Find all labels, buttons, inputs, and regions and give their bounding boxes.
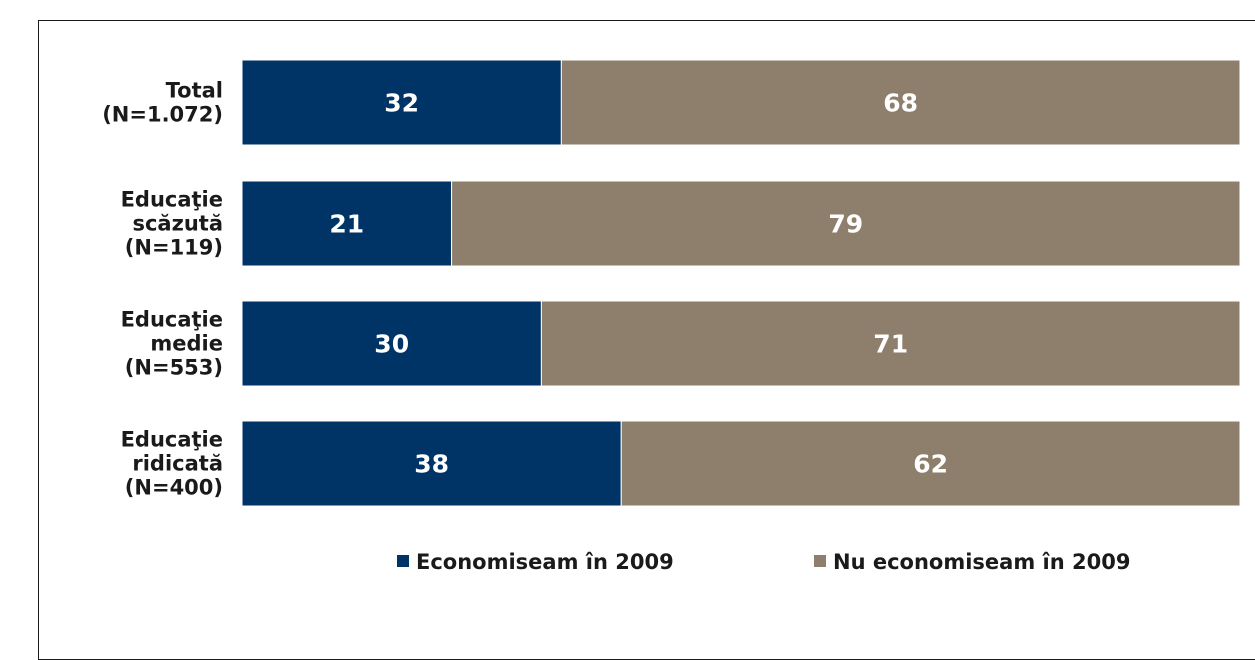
- legend-label-1: Nu economiseam în 2009: [833, 550, 1130, 574]
- legend: Economiseam în 2009 Nu economiseam în 200…: [397, 550, 1130, 574]
- category-label-line: (N=1.072): [102, 103, 223, 127]
- category-label-line: medie: [150, 332, 223, 356]
- bar-segment-not-saved-3: [620, 420, 1241, 507]
- legend-label-0: Economiseam în 2009: [416, 550, 674, 574]
- bar-segment-not-saved-1: [451, 180, 1241, 267]
- category-label-3: Educaţie ridicată (N=400): [121, 428, 223, 500]
- category-label-line: ridicată: [132, 452, 223, 476]
- category-labels-group: Total (N=1.072)Educaţie scăzută (N=119)Educ…: [102, 79, 223, 500]
- bar-segment-not-saved-0: [560, 59, 1241, 146]
- data-label-not-saved-2: 71: [873, 330, 908, 359]
- data-label-saved-3: 38: [414, 450, 449, 479]
- category-label-line: Total: [166, 79, 223, 103]
- data-label-not-saved-0: 68: [883, 89, 918, 118]
- data-label-saved-1: 21: [329, 210, 364, 239]
- category-label-line: Educaţie: [121, 188, 223, 212]
- bar-segment-saved-0: [241, 59, 562, 146]
- category-label-line: scăzută: [132, 212, 223, 236]
- data-label-saved-2: 30: [374, 330, 409, 359]
- data-label-not-saved-3: 62: [913, 450, 948, 479]
- bars-group: 32 68 21 79 30 71 38 62: [241, 59, 1241, 507]
- bar-segment-not-saved-2: [540, 300, 1241, 387]
- legend-swatch-0: [397, 555, 409, 567]
- category-label-1: Educaţie scăzută (N=119): [121, 188, 223, 260]
- data-label-not-saved-1: 79: [828, 210, 863, 239]
- category-label-0: Total (N=1.072): [102, 79, 223, 127]
- category-label-2: Educaţie medie (N=553): [121, 308, 223, 380]
- category-label-line: Educaţie: [121, 308, 223, 332]
- category-label-line: (N=400): [125, 476, 223, 500]
- data-label-saved-0: 32: [384, 89, 419, 118]
- legend-swatch-1: [814, 555, 826, 567]
- category-label-line: (N=119): [125, 236, 223, 260]
- category-label-line: Educaţie: [121, 428, 223, 452]
- category-label-line: (N=553): [125, 356, 223, 380]
- bar-segment-saved-1: [241, 180, 453, 267]
